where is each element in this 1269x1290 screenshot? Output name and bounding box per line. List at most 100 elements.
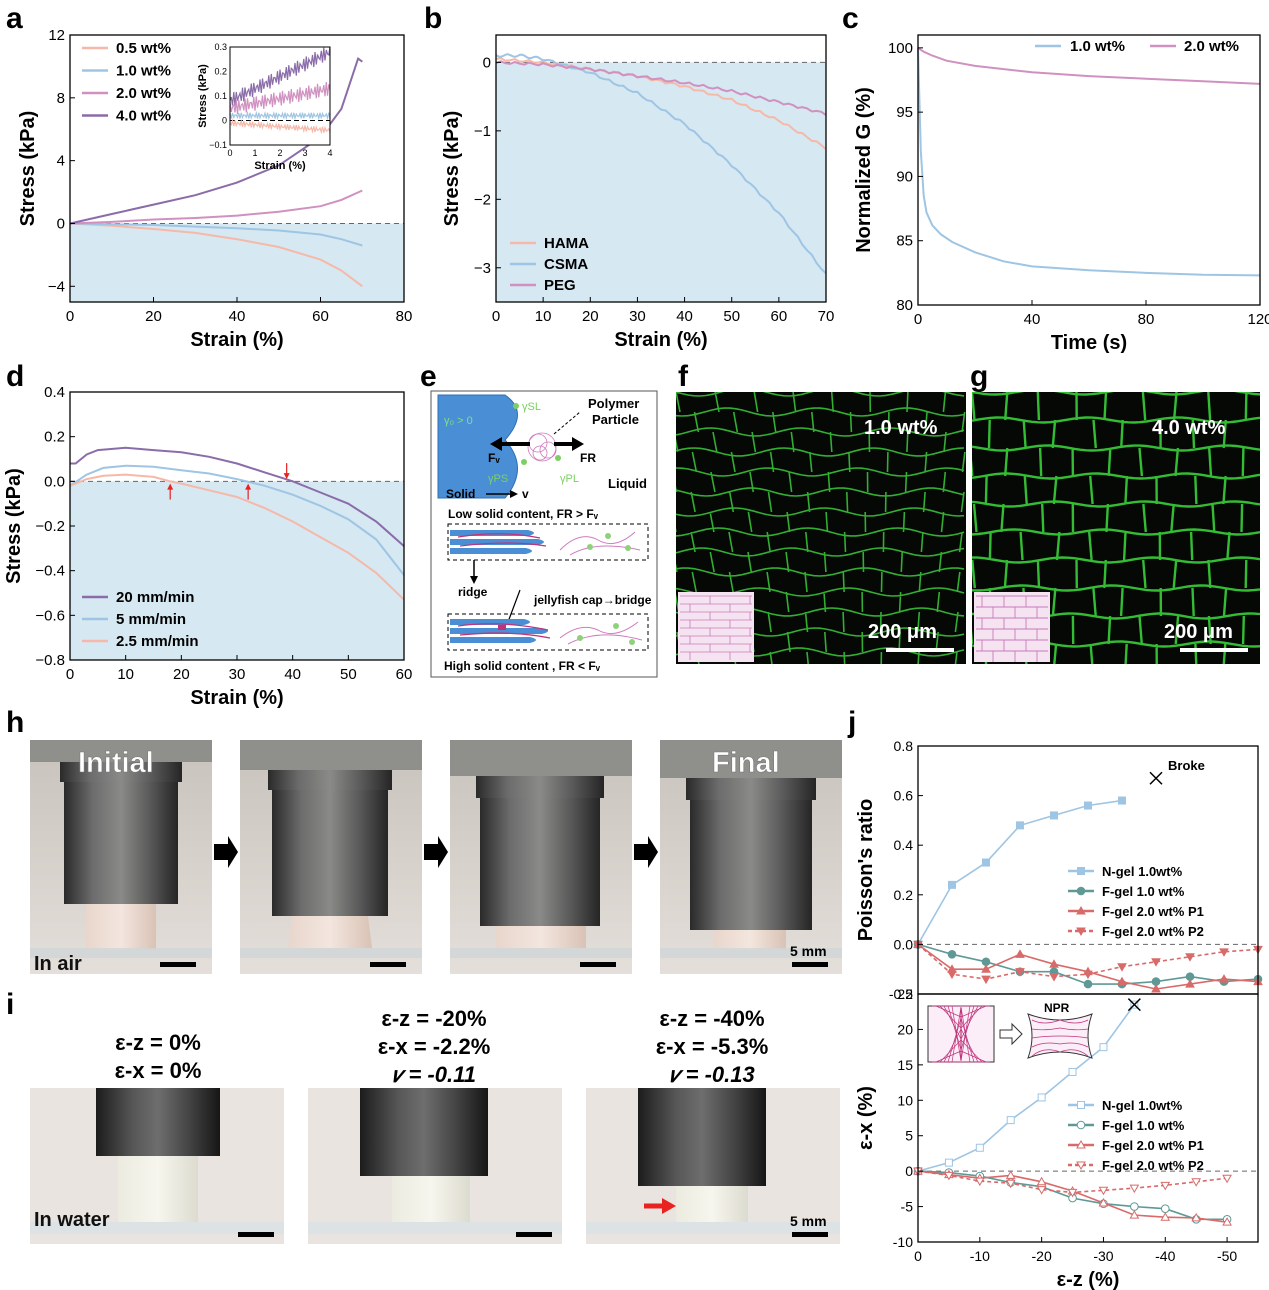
series-line-20-mm-min [70,446,405,547]
x-tick-label: 70 [818,308,835,325]
y-axis-label: Stress (kPa) [441,111,463,227]
data-point [1036,1186,1047,1195]
high-solid-label: High solid content , FR < Fᵥ [444,659,601,673]
gamma0: γ₀ > 0 [444,415,473,427]
panel-letter-b: b [424,2,443,35]
x-tick-label: 30 [229,666,246,683]
x-tick-label: 120 [1247,311,1269,328]
negative-region [70,481,404,660]
y-tick-label: 0.2 [894,887,914,903]
y-tick-label: 0.4 [44,384,65,401]
data-point [1160,1204,1170,1213]
npr-inset-drawing: NPR [927,1001,1093,1063]
legend-entry: 2.5 mm/min [116,633,199,650]
y-tick-label: −2 [474,191,491,208]
y-tick-label: 0 [57,215,65,232]
y-tick-label: 85 [896,233,913,250]
npr-fiber [951,1005,971,1063]
y-tick-label: −0.6 [35,607,65,624]
y-tick-label: 20 [897,1021,913,1037]
y-tick-label: −0.8 [35,652,65,669]
panel-letter-g: g [970,360,989,393]
y-tick-label: -5 [901,1199,914,1215]
x-tick-label: 80 [396,308,413,325]
i-frame2-ez: ε-z = -20% [381,1006,486,1031]
y-tick-label: 100 [888,40,913,57]
panel-letter-a: a [6,2,23,35]
y-axis-label: Normalized G (%) [853,87,875,253]
red-arrow-head [245,483,252,490]
i-frame1-ex: ε-x = 0% [115,1058,202,1083]
y-tick-label: 90 [896,168,913,185]
x-tick-label: 60 [771,308,788,325]
data-point [944,1171,954,1181]
legend-marker [1076,1139,1086,1149]
legend-entry: F-gel 2.0 wt% P1 [1102,1138,1204,1153]
jellyfish-label: jellyfish cap→bridge [533,593,652,607]
x-tick-label: 0 [66,308,74,325]
panel-f-micrograph: 1.0 wt% 200 μm [676,392,966,664]
npr-label: NPR [1044,1001,1070,1015]
legend-entry: 2.0 wt% [1184,38,1239,55]
axes-frame [917,993,1259,1243]
series-line-hama [495,57,827,150]
legend-entry: 2.0 wt% [116,85,171,102]
x-tick-label: 60 [396,666,413,683]
series-line-2-0-wt- [69,189,363,225]
inset-y-tick-label: 0.1 [214,91,227,101]
data-point [981,964,991,973]
particle-label: Particle [592,412,639,427]
inset-y-tick-label: 0 [222,116,227,126]
series-line-5-mm-min [69,464,405,576]
data-point [1084,801,1092,810]
data-point [1151,984,1161,993]
npr-fiber [1031,1019,1089,1024]
h-scale-label: 5 mm [790,943,827,959]
data-point [948,880,956,889]
data-point [1219,974,1229,983]
legend-marker [1076,1120,1086,1130]
data-point [1130,1202,1139,1211]
h-initial-label: Initial [78,747,154,779]
h-arrow-2-icon [424,836,448,868]
data-point [1068,1067,1077,1076]
data-point [1036,1176,1047,1186]
legend-entry: 0.5 wt% [116,40,171,57]
y-tick-label: −0.2 [35,518,65,535]
high-solid-drawing [450,619,643,645]
x-tick-label: -20 [1032,1248,1052,1264]
legend-marker [1076,886,1086,896]
panel-g-label: 4.0 wt% [1152,417,1226,439]
h-frame-final [660,740,842,974]
y-tick-label: 25 [897,986,913,1002]
x-tick-label: 40 [284,666,301,683]
data-point [1083,970,1093,980]
data-point [1098,1186,1109,1196]
x-tick-label: 30 [629,308,646,325]
inset-x-tick-label: 4 [327,148,332,158]
npr-fiber [1031,1049,1089,1057]
i-in-water-label: In water [34,1209,110,1231]
data-point [982,858,990,867]
x-tick-label: 20 [582,308,599,325]
liquid-label: Liquid [608,476,647,491]
x-tick-label: 10 [117,666,134,683]
i-frame-2 [308,1088,562,1244]
i-frame-1 [30,1088,284,1244]
panel-h-photos: Initial Final In air 5 mm [30,740,842,975]
y-tick-label: 5 [905,1128,913,1144]
y-tick-label: 12 [48,27,65,44]
data-point [1037,1093,1046,1102]
red-arrow-head [283,473,290,480]
fv-label: Fᵥ [488,451,500,465]
x-tick-label: 0 [914,1248,922,1264]
x-tick-label: 0 [66,666,74,683]
y-tick-label: −0.4 [35,563,65,580]
data-point [981,975,991,985]
series-line-peg [495,60,827,116]
npr-arrow-icon [999,1022,1023,1046]
i-frame2-ex: ε-x = -2.2% [378,1034,491,1059]
i-frame2-nu: 𝑣 = -0.11 [392,1062,476,1087]
x-tick-label: 80 [1138,311,1155,328]
